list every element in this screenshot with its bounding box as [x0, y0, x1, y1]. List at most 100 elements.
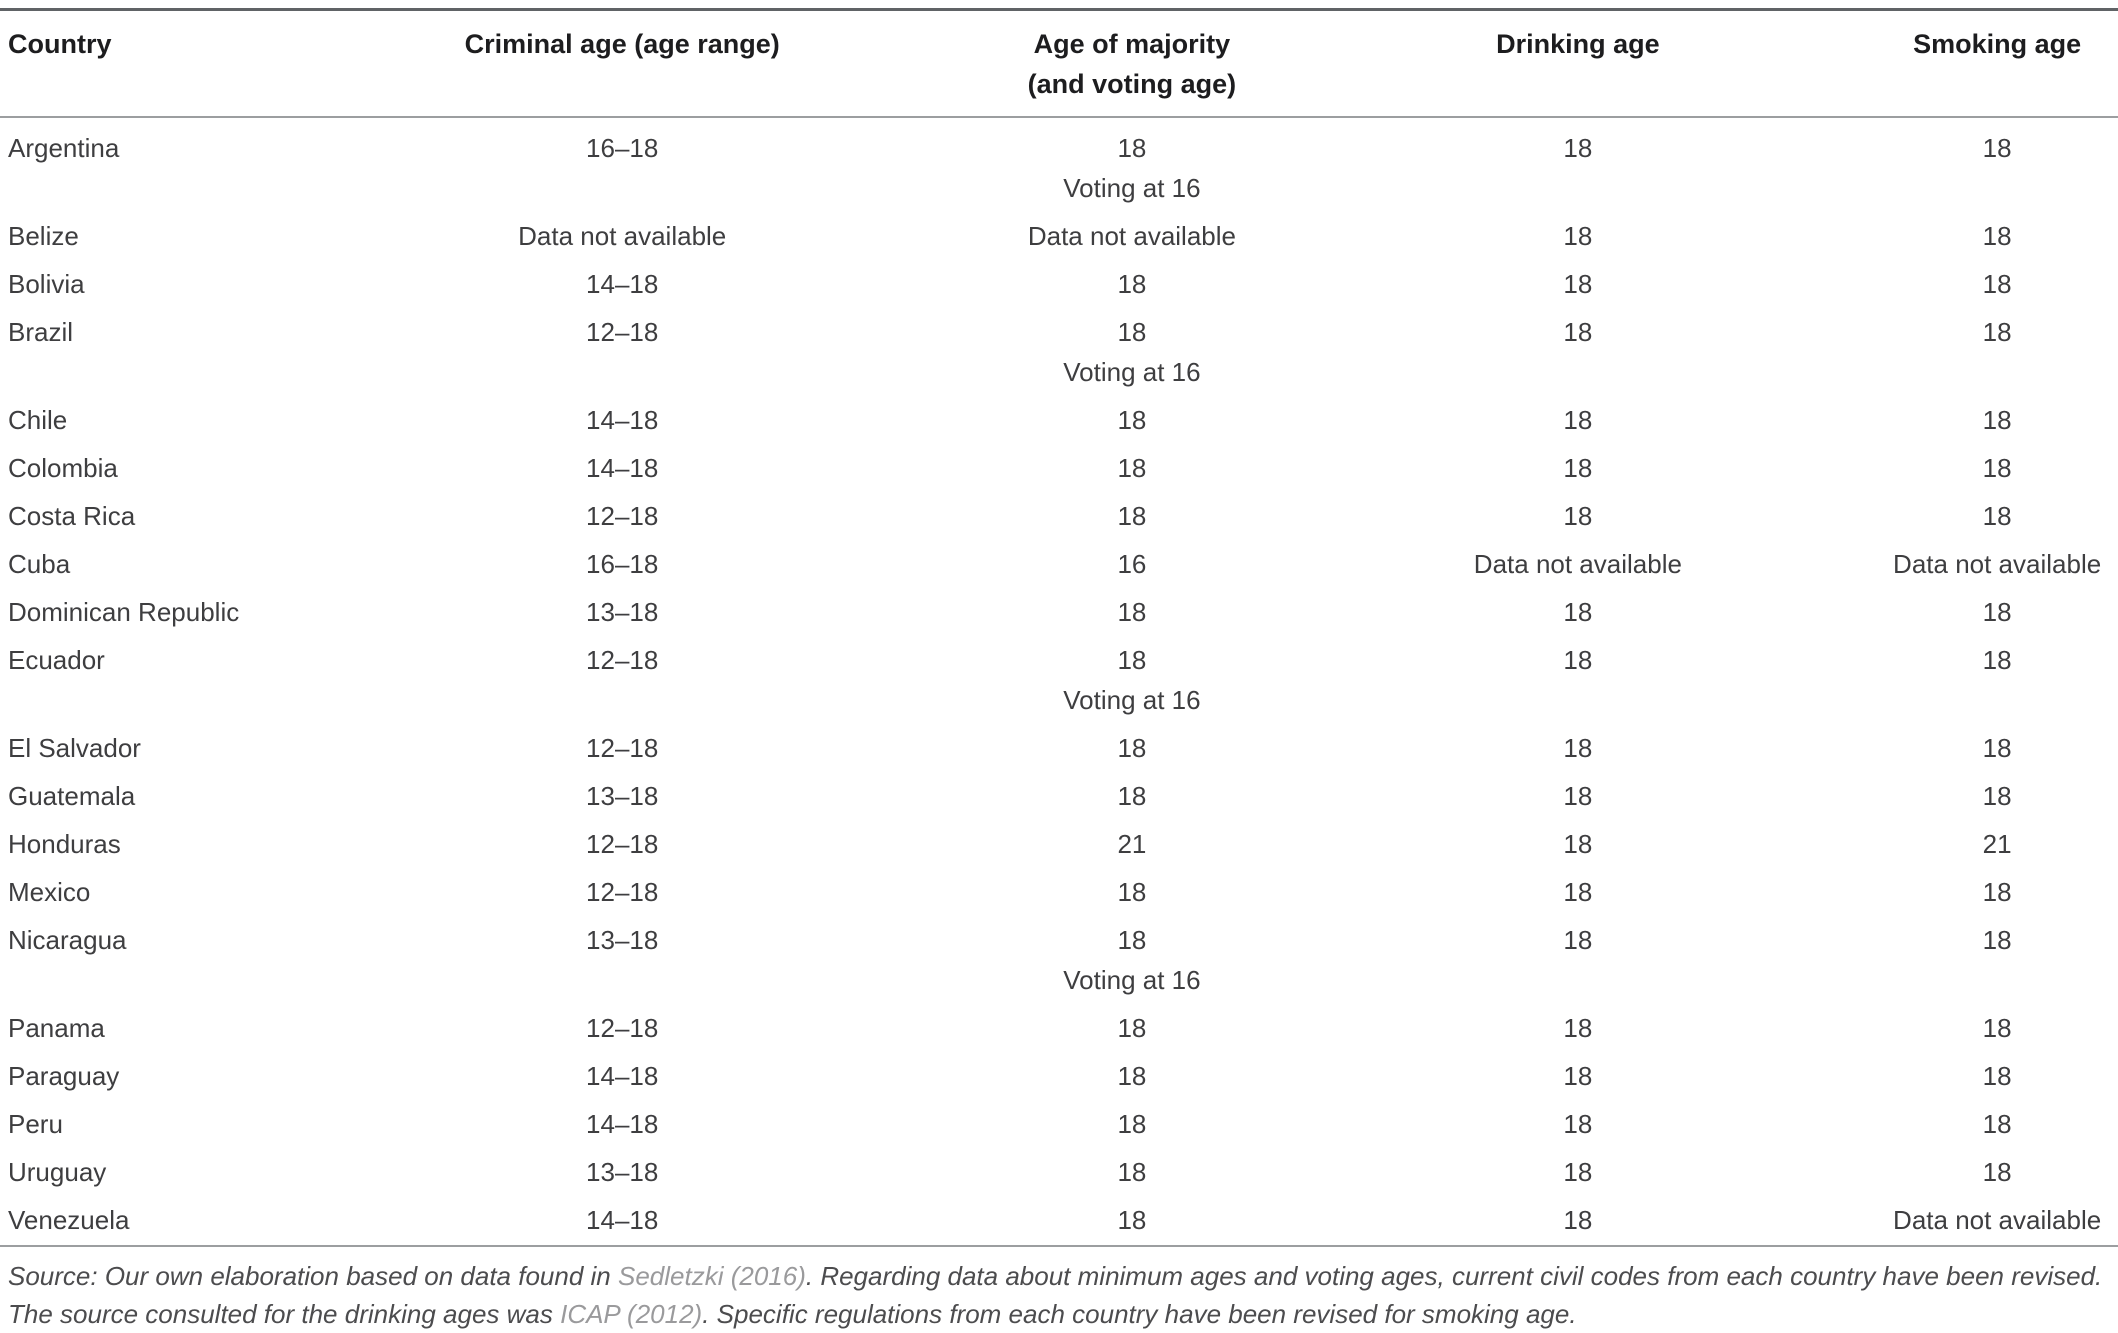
age-of-majority-value: 18	[1117, 453, 1147, 483]
cell-smoking-age: Data not available	[1893, 549, 2102, 579]
cell-smoking-age: 18	[1982, 1013, 2012, 1043]
cell-criminal-age: 12–18	[586, 645, 659, 675]
table-row: El Salvador 12–18 18 18 18	[0, 725, 2118, 773]
cell-smoking-age: 18	[1982, 645, 2012, 675]
source-text: . Specific regulations from each country…	[702, 1299, 1577, 1329]
table-row: Argentina 16–18 18 Voting at 16 18 18	[0, 117, 2118, 213]
cell-smoking-age: 18	[1982, 1157, 2012, 1187]
cell-smoking-age: 18	[1982, 877, 2012, 907]
cell-smoking-age: 18	[1982, 733, 2012, 763]
cell-age-of-majority: 18	[868, 1005, 1355, 1053]
age-of-majority-value: 18	[1117, 133, 1147, 163]
cell-criminal-age: 12–18	[586, 501, 659, 531]
cell-criminal-age: 13–18	[586, 781, 659, 811]
cell-smoking-age: 18	[1982, 269, 2012, 299]
cell-drinking-age: 18	[1563, 1013, 1593, 1043]
cell-age-of-majority: 18	[868, 261, 1355, 309]
table-row: Peru 14–18 18 18 18	[0, 1101, 2118, 1149]
table-row: Colombia 14–18 18 18 18	[0, 445, 2118, 493]
age-of-majority-value: 18	[1117, 317, 1147, 347]
cell-criminal-age: 14–18	[586, 269, 659, 299]
table-row: Dominican Republic 13–18 18 18 18	[0, 589, 2118, 637]
age-of-majority-value: 18	[1117, 597, 1147, 627]
cell-criminal-age: 12–18	[586, 733, 659, 763]
table-row: Venezuela 14–18 18 18 Data not available	[0, 1197, 2118, 1246]
col-header-age-of-majority-line2: (and voting age)	[1027, 69, 1237, 99]
cell-age-of-majority: 18 Voting at 16	[868, 917, 1355, 1005]
age-of-majority-value: 18	[1117, 269, 1147, 299]
cell-smoking-age: 18	[1982, 501, 2012, 531]
cell-criminal-age: 14–18	[586, 1109, 659, 1139]
cell-criminal-age: 12–18	[586, 317, 659, 347]
cell-country: Colombia	[8, 453, 118, 483]
cell-criminal-age: 16–18	[586, 133, 659, 163]
cell-age-of-majority: 18 Voting at 16	[868, 309, 1355, 397]
col-header-smoking-age: Smoking age	[1800, 9, 2118, 118]
cell-country: Uruguay	[8, 1157, 107, 1187]
cell-age-of-majority: 18	[868, 493, 1355, 541]
table-header-row: Country Criminal age (age range) Age of …	[0, 9, 2118, 118]
cell-age-of-majority: 18 Voting at 16	[868, 637, 1355, 725]
cell-smoking-age: 18	[1982, 221, 2012, 251]
citation-link[interactable]: ICAP (2012)	[560, 1299, 703, 1329]
cell-country: Mexico	[8, 877, 91, 907]
cell-country: Paraguay	[8, 1061, 120, 1091]
source-text: . Regarding data about minimum ages and …	[8, 1261, 2103, 1329]
cell-criminal-age: 12–18	[586, 829, 659, 859]
cell-drinking-age: 18	[1563, 501, 1593, 531]
cell-drinking-age: 18	[1563, 1157, 1593, 1187]
cell-smoking-age: 18	[1982, 133, 2012, 163]
age-of-majority-value: 18	[1117, 501, 1147, 531]
cell-smoking-age: 18	[1982, 453, 2012, 483]
cell-drinking-age: 18	[1563, 781, 1593, 811]
age-of-majority-value: 18	[1117, 925, 1147, 955]
cell-drinking-age: 18	[1563, 829, 1593, 859]
col-header-country: Country	[0, 9, 361, 118]
cell-smoking-age: 18	[1982, 1109, 2012, 1139]
cell-criminal-age: 14–18	[586, 1205, 659, 1235]
cell-drinking-age: 18	[1563, 1109, 1593, 1139]
cell-smoking-age: 18	[1982, 317, 2012, 347]
cell-smoking-age: 21	[1982, 829, 2012, 859]
cell-country: Peru	[8, 1109, 63, 1139]
cell-country: Chile	[8, 405, 68, 435]
col-header-age-of-majority: Age of majority (and voting age)	[868, 9, 1356, 118]
source-text: Source: Our own elaboration based on dat…	[8, 1261, 618, 1291]
table-row: Honduras 12–18 21 18 21	[0, 821, 2118, 869]
cell-age-of-majority: 18	[868, 773, 1355, 821]
source-note: Source: Our own elaboration based on dat…	[8, 1257, 2108, 1333]
table-row: Nicaragua 13–18 18 Voting at 16 18 18	[0, 917, 2118, 1005]
age-of-majority-value: 18	[1117, 1013, 1147, 1043]
cell-age-of-majority: 18	[868, 1053, 1355, 1101]
table-row: Guatemala 13–18 18 18 18	[0, 773, 2118, 821]
age-of-majority-value: 21	[1117, 829, 1147, 859]
cell-drinking-age: 18	[1563, 733, 1593, 763]
voting-age-note: Voting at 16	[1063, 173, 1201, 203]
cell-age-of-majority: 18 Voting at 16	[868, 117, 1355, 213]
cell-age-of-majority: 18	[868, 1197, 1355, 1246]
cell-smoking-age: 18	[1982, 781, 2012, 811]
table-row: Costa Rica 12–18 18 18 18	[0, 493, 2118, 541]
cell-criminal-age: 14–18	[586, 453, 659, 483]
cell-country: Brazil	[8, 317, 74, 347]
cell-drinking-age: 18	[1563, 597, 1593, 627]
citation-link[interactable]: Sedletzki (2016)	[617, 1261, 806, 1291]
table-row: Cuba 16–18 16 Data not available Data no…	[0, 541, 2118, 589]
age-of-majority-value: 18	[1117, 1061, 1147, 1091]
table-row: Brazil 12–18 18 Voting at 16 18 18	[0, 309, 2118, 397]
cell-drinking-age: 18	[1563, 317, 1593, 347]
age-of-majority-value: 18	[1117, 781, 1147, 811]
cell-criminal-age: 14–18	[586, 405, 659, 435]
cell-drinking-age: 18	[1563, 269, 1593, 299]
col-header-age-of-majority-line1: Age of majority	[1033, 29, 1231, 59]
cell-age-of-majority: 21	[868, 821, 1355, 869]
cell-drinking-age: 18	[1563, 645, 1593, 675]
cell-country: El Salvador	[8, 733, 141, 763]
table-row: Ecuador 12–18 18 Voting at 16 18 18	[0, 637, 2118, 725]
table-row: Bolivia 14–18 18 18 18	[0, 261, 2118, 309]
age-of-majority-value: 18	[1117, 1109, 1147, 1139]
age-of-majority-value: 18	[1117, 1157, 1147, 1187]
cell-age-of-majority: 18	[868, 445, 1355, 493]
table-row: Belize Data not available Data not avail…	[0, 213, 2118, 261]
cell-smoking-age: 18	[1982, 405, 2012, 435]
